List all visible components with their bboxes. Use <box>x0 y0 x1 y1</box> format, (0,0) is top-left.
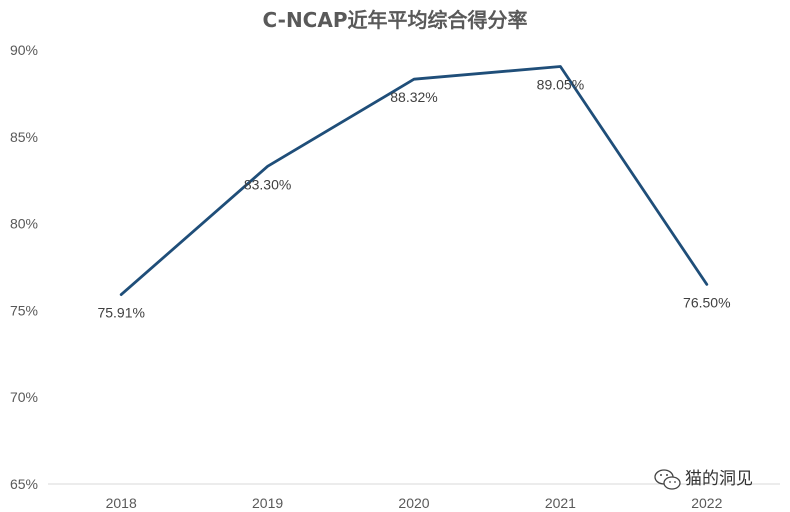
watermark: 猫的洞见 <box>654 469 753 490</box>
y-tick-label: 70% <box>10 389 38 405</box>
y-tick-label: 75% <box>10 302 38 318</box>
data-label: 83.30% <box>244 176 291 192</box>
series-line <box>119 65 709 296</box>
data-label: 76.50% <box>683 294 730 310</box>
y-tick-label: 90% <box>10 42 38 58</box>
wechat-icon <box>654 469 681 490</box>
x-tick-label: 2022 <box>691 495 722 511</box>
y-tick-label: 65% <box>10 476 38 492</box>
x-tick-label: 2020 <box>398 495 429 511</box>
chart-title: C-NCAP近年平均综合得分率 <box>263 8 528 32</box>
data-label: 88.32% <box>390 89 437 105</box>
y-tick-label: 80% <box>10 216 38 232</box>
watermark-text: 猫的洞见 <box>685 469 753 489</box>
data-labels: 75.91% 83.30% 88.32% 89.05% 76.50% <box>97 76 730 320</box>
y-tick-label: 85% <box>10 129 38 145</box>
x-tick-label: 2019 <box>252 495 283 511</box>
y-axis: 65% 70% 75% 80% 85% 90% <box>10 42 38 492</box>
data-label: 89.05% <box>537 76 584 92</box>
x-axis: 2018 2019 2020 2021 2022 <box>106 495 723 511</box>
x-tick-label: 2021 <box>545 495 576 511</box>
x-tick-label: 2018 <box>106 495 137 511</box>
data-label: 75.91% <box>97 305 144 321</box>
